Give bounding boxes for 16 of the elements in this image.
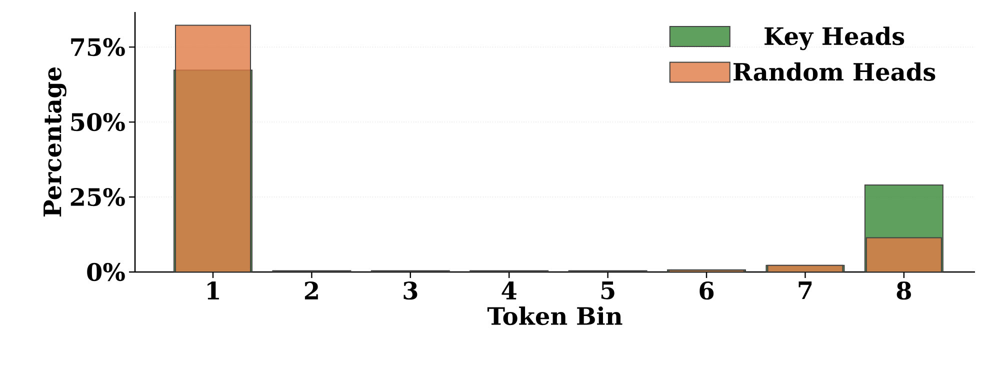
- x-tick-label: 6: [700, 282, 714, 300]
- x-tick-label: 7: [798, 282, 812, 300]
- y-tick-label: 25%: [70, 188, 125, 206]
- y-tick-label: 0%: [87, 262, 125, 282]
- x-axis-title: Token Bin: [487, 306, 622, 326]
- y-tick-label: 50%: [71, 112, 125, 132]
- x-tick-label: 8: [896, 282, 911, 300]
- legend-label: Random Heads: [734, 62, 936, 81]
- y-axis-title: Percentage: [44, 67, 66, 217]
- x-tick-label: 5: [601, 282, 614, 300]
- y-tick-label: 75%: [71, 38, 125, 56]
- x-tick-label: 4: [502, 282, 516, 300]
- x-tick-label: 2: [304, 282, 318, 300]
- x-tick-label: 3: [404, 282, 418, 300]
- legend-label: Key Heads: [764, 26, 904, 50]
- x-tick-label: 1: [208, 282, 219, 300]
